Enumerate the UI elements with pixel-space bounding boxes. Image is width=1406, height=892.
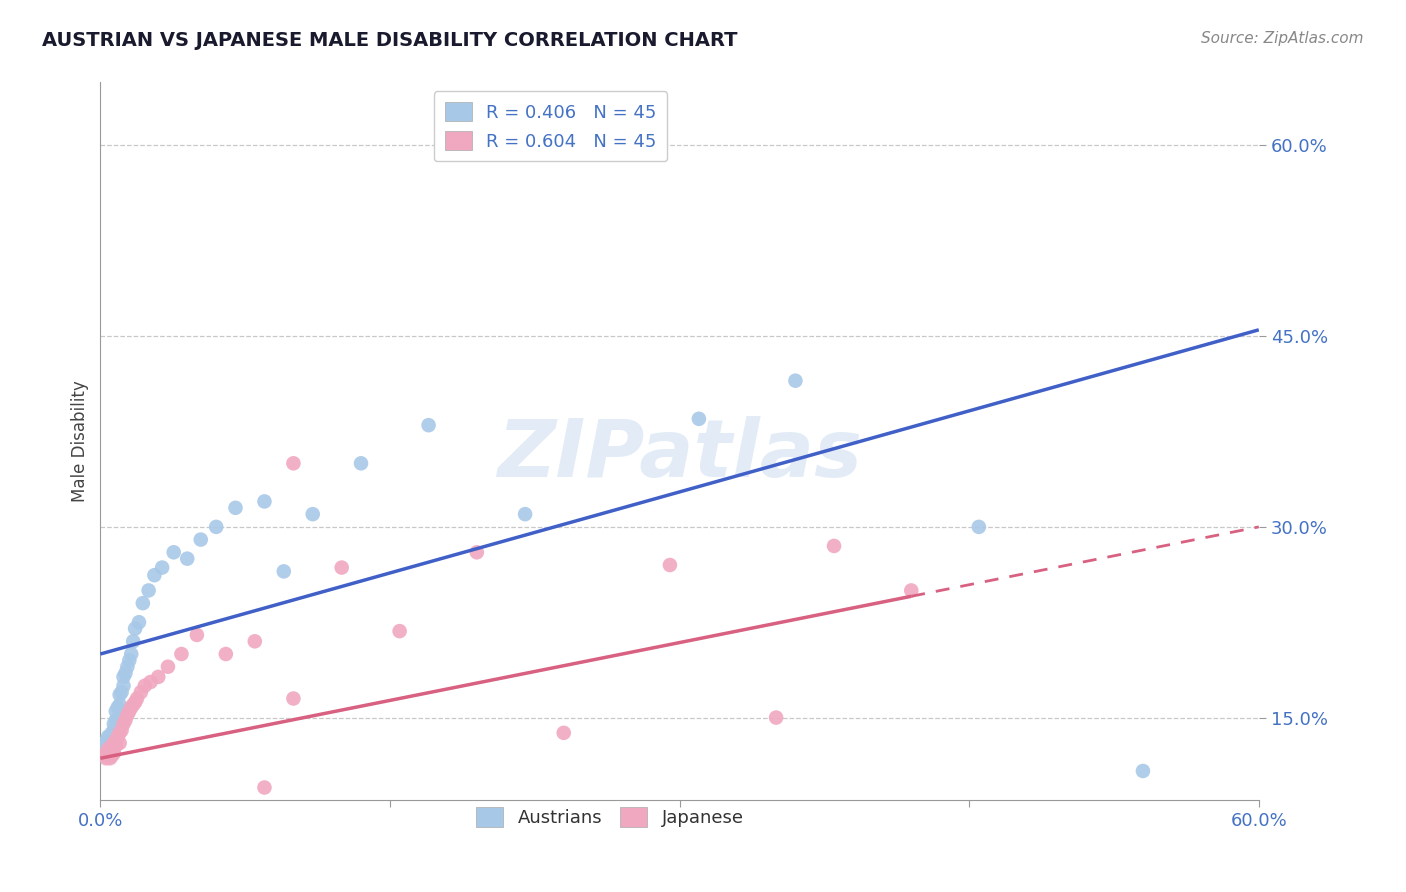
Point <box>110 685 132 699</box>
Point <box>101 739 124 753</box>
Point <box>124 695 146 709</box>
Point <box>93 748 115 763</box>
Point <box>101 726 124 740</box>
Point <box>900 583 922 598</box>
Point <box>630 113 652 128</box>
Point <box>104 713 127 727</box>
Point <box>94 739 117 753</box>
Point <box>98 730 121 744</box>
Point <box>93 736 115 750</box>
Point <box>283 691 305 706</box>
Point <box>513 507 536 521</box>
Text: AUSTRIAN VS JAPANESE MALE DISABILITY CORRELATION CHART: AUSTRIAN VS JAPANESE MALE DISABILITY COR… <box>42 31 738 50</box>
Y-axis label: Male Disability: Male Disability <box>72 380 89 502</box>
Point <box>273 565 295 579</box>
Point <box>967 520 990 534</box>
Point <box>98 751 121 765</box>
Point <box>388 624 411 639</box>
Point <box>785 374 807 388</box>
Point <box>118 653 141 667</box>
Point <box>112 670 135 684</box>
Point <box>98 742 121 756</box>
Point <box>97 730 120 744</box>
Point <box>108 688 131 702</box>
Point <box>97 733 120 747</box>
Point <box>823 539 845 553</box>
Point <box>118 704 141 718</box>
Point <box>243 634 266 648</box>
Legend: Austrians, Japanese: Austrians, Japanese <box>470 800 751 834</box>
Point <box>103 717 125 731</box>
Point <box>125 691 148 706</box>
Point <box>114 666 136 681</box>
Point <box>170 647 193 661</box>
Point <box>101 736 124 750</box>
Point <box>205 520 228 534</box>
Point <box>117 708 139 723</box>
Point <box>120 700 142 714</box>
Point <box>134 679 156 693</box>
Point <box>148 670 170 684</box>
Point <box>117 659 139 673</box>
Point <box>120 647 142 661</box>
Point <box>129 685 152 699</box>
Point <box>1132 764 1154 778</box>
Point <box>97 748 120 763</box>
Point <box>253 780 276 795</box>
Point <box>122 698 145 712</box>
Point <box>104 704 127 718</box>
Point <box>114 713 136 727</box>
Point <box>176 551 198 566</box>
Point <box>112 717 135 731</box>
Point <box>301 507 323 521</box>
Text: Source: ZipAtlas.com: Source: ZipAtlas.com <box>1201 31 1364 46</box>
Point <box>124 622 146 636</box>
Point <box>465 545 488 559</box>
Point <box>104 733 127 747</box>
Point <box>103 723 125 738</box>
Point <box>553 726 575 740</box>
Point <box>163 545 186 559</box>
Point <box>98 739 121 753</box>
Point <box>94 746 117 760</box>
Point <box>107 700 129 714</box>
Point <box>101 748 124 763</box>
Point <box>138 583 160 598</box>
Point <box>139 675 162 690</box>
Point <box>253 494 276 508</box>
Point <box>688 412 710 426</box>
Point <box>156 659 179 673</box>
Point <box>330 560 353 574</box>
Point <box>108 726 131 740</box>
Point <box>658 558 681 572</box>
Point <box>190 533 212 547</box>
Point <box>112 679 135 693</box>
Point <box>224 500 246 515</box>
Point <box>122 634 145 648</box>
Point <box>350 456 373 470</box>
Point <box>143 568 166 582</box>
Point <box>215 647 238 661</box>
Point <box>103 746 125 760</box>
Point <box>128 615 150 630</box>
Point <box>418 418 440 433</box>
Point <box>108 736 131 750</box>
Point <box>150 560 173 574</box>
Point <box>186 628 208 642</box>
Point <box>283 456 305 470</box>
Point <box>97 742 120 756</box>
Point <box>110 723 132 738</box>
Point <box>104 739 127 753</box>
Point <box>108 698 131 712</box>
Point <box>132 596 155 610</box>
Point <box>94 751 117 765</box>
Point <box>103 736 125 750</box>
Point <box>107 730 129 744</box>
Text: ZIPatlas: ZIPatlas <box>498 417 862 494</box>
Point <box>765 710 787 724</box>
